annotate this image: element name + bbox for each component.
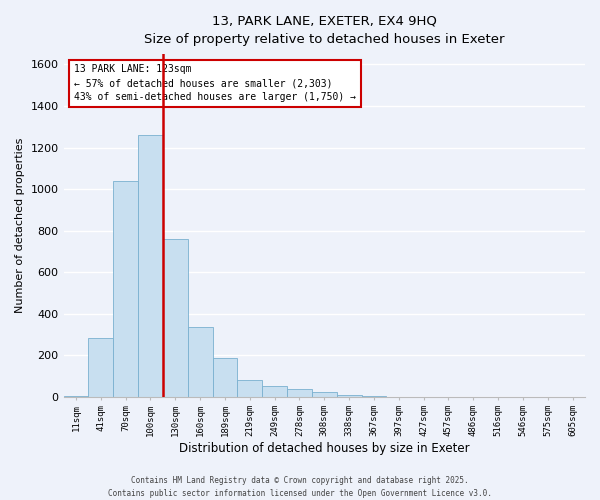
Title: 13, PARK LANE, EXETER, EX4 9HQ
Size of property relative to detached houses in E: 13, PARK LANE, EXETER, EX4 9HQ Size of p… (144, 15, 505, 46)
Y-axis label: Number of detached properties: Number of detached properties (15, 138, 25, 313)
Bar (287, 388, 312, 396)
Text: Contains HM Land Registry data © Crown copyright and database right 2025.
Contai: Contains HM Land Registry data © Crown c… (108, 476, 492, 498)
Bar (138, 135, 163, 396)
Bar (312, 392, 337, 396)
Bar (212, 358, 238, 397)
Bar (88, 338, 113, 396)
Bar (113, 180, 138, 396)
Bar (262, 386, 287, 396)
Bar (238, 380, 262, 396)
Bar (337, 395, 362, 396)
X-axis label: Distribution of detached houses by size in Exeter: Distribution of detached houses by size … (179, 442, 470, 455)
Text: 13 PARK LANE: 123sqm
← 57% of detached houses are smaller (2,303)
43% of semi-de: 13 PARK LANE: 123sqm ← 57% of detached h… (74, 64, 356, 102)
Bar (188, 327, 212, 396)
Bar (163, 239, 188, 396)
